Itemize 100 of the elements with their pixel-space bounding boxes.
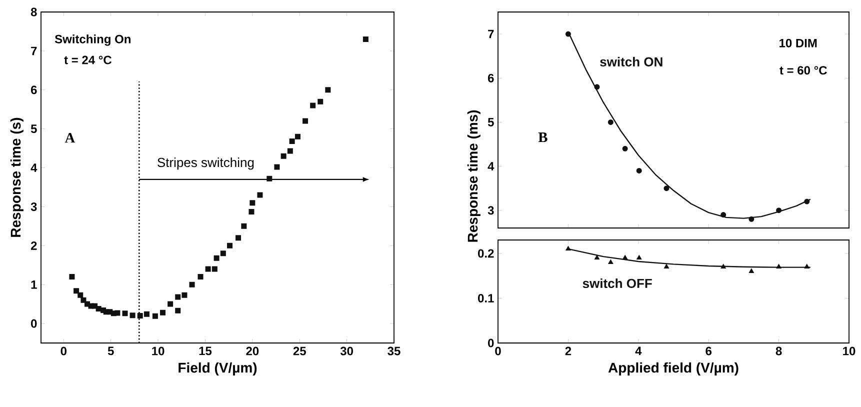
x-tick-label: 6 — [706, 346, 712, 356]
point — [74, 288, 80, 294]
point — [274, 164, 280, 170]
point — [804, 264, 810, 268]
point — [636, 255, 642, 260]
y-axis-title: Response time (ms) — [467, 110, 480, 242]
point — [220, 250, 226, 256]
point — [78, 292, 84, 298]
annotation: Switching On — [54, 34, 130, 46]
point — [310, 102, 316, 108]
point — [664, 264, 669, 268]
y-tick-label: 5 — [30, 124, 37, 134]
point — [748, 216, 754, 222]
x-tick-label: 10 — [843, 346, 856, 356]
point — [664, 186, 670, 192]
y-tick-label: 4 — [30, 164, 38, 172]
point — [212, 266, 218, 272]
point — [302, 118, 308, 124]
x-tick-label: 20 — [246, 346, 259, 356]
annotation: t = 60 °C — [780, 66, 827, 75]
point — [720, 212, 726, 218]
point — [205, 266, 211, 272]
y-tick-label: 1 — [31, 280, 37, 289]
point — [636, 168, 642, 174]
annotation: 10 DIM — [780, 38, 817, 48]
point — [776, 208, 782, 214]
point — [241, 223, 247, 229]
x-tick-label: 15 — [199, 346, 212, 356]
annotation: t = 24 °C — [64, 56, 112, 64]
y-tick-label: 6 — [30, 86, 37, 94]
point — [748, 268, 754, 273]
point — [608, 260, 614, 264]
x-tick-label: 35 — [388, 346, 400, 356]
point — [214, 255, 220, 261]
point — [227, 242, 233, 248]
x-tick-label: 0 — [60, 346, 66, 356]
point — [122, 310, 128, 316]
y-tick-label: 4 — [488, 162, 494, 170]
point — [566, 246, 571, 251]
point — [804, 198, 810, 204]
point — [114, 310, 120, 316]
annotation: A — [64, 133, 76, 143]
point — [594, 255, 600, 260]
point — [144, 311, 150, 317]
point — [137, 312, 143, 318]
point — [266, 176, 272, 182]
point — [175, 294, 181, 300]
x-tick-label: 10 — [152, 346, 164, 356]
point — [289, 138, 295, 144]
y-tick-label: 3 — [488, 206, 494, 215]
point — [294, 134, 300, 140]
annotation: Stripes switching — [158, 158, 254, 170]
point — [248, 209, 254, 215]
x-axis-title: Field (V/µm) — [178, 362, 257, 376]
x-tick-label: 30 — [340, 346, 353, 356]
point — [594, 84, 600, 90]
point — [189, 282, 195, 288]
x-tick-label: 8 — [776, 346, 782, 356]
point — [565, 31, 571, 37]
x-tick-label: 25 — [293, 346, 306, 356]
point — [236, 235, 242, 241]
point — [622, 255, 628, 260]
point — [776, 264, 782, 268]
y-tick-label: 7 — [488, 30, 494, 38]
point — [80, 297, 86, 303]
y-tick-label: 0.1 — [478, 294, 494, 302]
point — [280, 153, 286, 159]
y-tick-label: 5 — [488, 118, 494, 126]
point — [287, 148, 293, 154]
x-tick-label: 2 — [565, 346, 572, 356]
point — [318, 98, 324, 104]
y-tick-label: 8 — [30, 8, 37, 16]
point — [362, 36, 368, 42]
point — [168, 301, 174, 307]
y-tick-label: 3 — [30, 202, 37, 211]
point — [175, 308, 181, 314]
y-tick-label: 0 — [488, 338, 494, 348]
y-tick-label: 2 — [30, 241, 37, 250]
point — [182, 292, 188, 298]
y-axis-title: Response time (s) — [10, 118, 24, 237]
series-label: switch OFF — [582, 278, 652, 288]
annotation: B — [538, 132, 548, 142]
point — [250, 200, 256, 206]
point — [608, 119, 614, 125]
point — [325, 87, 331, 93]
x-tick-label: 0 — [495, 346, 501, 356]
y-tick-label: 6 — [488, 74, 494, 82]
point — [198, 274, 204, 280]
x-tick-label: 4 — [635, 346, 642, 356]
point — [152, 313, 158, 319]
y-tick-label: 0.2 — [478, 249, 494, 258]
point — [130, 312, 136, 318]
point — [160, 310, 166, 316]
x-tick-label: 5 — [108, 346, 114, 356]
point — [720, 264, 726, 268]
y-tick-label: 0 — [31, 319, 37, 328]
x-axis-title: Applied field (V/µm) — [608, 362, 738, 376]
point — [69, 274, 75, 280]
series-label: switch ON — [600, 56, 662, 66]
point — [257, 192, 263, 198]
